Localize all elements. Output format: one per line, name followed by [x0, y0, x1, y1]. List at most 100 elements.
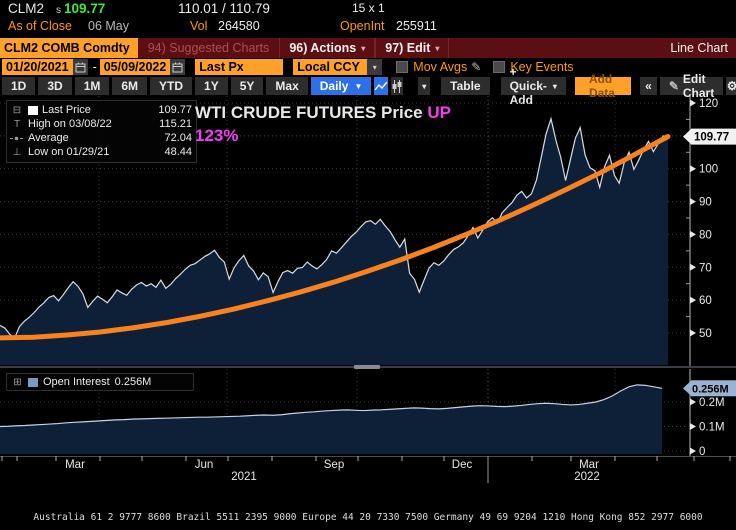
svg-text:50: 50 [699, 328, 712, 340]
menubar: CLM2 COMB Comdty 94) Suggested Charts 96… [0, 38, 736, 58]
collapse-toolbar-button[interactable]: « [640, 77, 657, 95]
as-of-label: As of Close [8, 19, 72, 33]
svg-text:0.256M: 0.256M [692, 383, 729, 395]
date-from-input[interactable]: 01/20/2021 [2, 59, 73, 75]
legend-row: T High on 03/08/22 115.21 [10, 117, 192, 131]
high-marker-icon: T [13, 118, 21, 130]
chevron-down-icon: ▼ [354, 81, 363, 91]
open-interest-area [0, 384, 662, 454]
x-tick-label: Sep [323, 459, 345, 471]
last-price-badge [683, 129, 691, 145]
range-1m-button[interactable]: 1M [74, 77, 110, 95]
annotation-text: WTI CRUDE FUTURES Price [195, 103, 423, 122]
vol-label: Vol [190, 19, 208, 33]
mov-avgs-checkbox[interactable] [396, 61, 409, 73]
mov-avgs-label: Mov Avgs [413, 60, 468, 74]
date-to-input[interactable]: 05/09/2022 [99, 59, 171, 75]
suggested-charts-menu[interactable]: 94) Suggested Charts [147, 41, 270, 55]
price-prefix: s [56, 5, 61, 16]
chevron-down-icon: ▾ [361, 43, 366, 53]
svg-text:70: 70 [699, 262, 712, 274]
line-chart-type-button[interactable] [374, 77, 389, 95]
svg-text:100: 100 [699, 164, 718, 176]
price-legend[interactable]: ⊟ Last Price 109.77 T High on 03/08/22 1… [6, 100, 197, 163]
time-axis: Mar Jun Sep Dec Mar 2021 2022 [0, 456, 736, 486]
open-interest-swatch [28, 377, 38, 387]
expand-box-icon[interactable]: ⊞ [13, 376, 22, 388]
year-label: 2021 [231, 471, 257, 483]
x-tick-label: Dec [451, 459, 473, 471]
openint-label: OpenInt [340, 19, 385, 33]
price-line [0, 116, 669, 340]
price-chart-panel: 120 100 90 80 70 60 50 109.77 ⊟ Last Price 109.… [0, 96, 736, 368]
ticker: CLM2 [8, 1, 45, 16]
lot-size: 15 x 1 [352, 1, 385, 15]
bid-ask: 110.01 / 110.79 [178, 1, 270, 16]
price-chart[interactable]: 120 100 90 80 70 60 50 109.77 [0, 96, 736, 368]
range-ytd-button[interactable]: YTD [150, 77, 193, 95]
pencil-icon: ✎ [668, 79, 679, 93]
frequency-select[interactable]: Daily ▼ [310, 77, 372, 95]
open-interest-legend[interactable]: ⊞ Open Interest 0.256M [6, 373, 194, 391]
legend-row: ⊥ Low on 01/29/21 48.44 [10, 145, 192, 159]
svg-text:0.2M: 0.2M [699, 397, 725, 409]
x-tick-label: Mar [579, 459, 599, 471]
x-tick-label: Mar [65, 459, 85, 471]
svg-text:120: 120 [699, 98, 718, 110]
range-5y-button[interactable]: 5Y [230, 77, 264, 95]
svg-text:90: 90 [699, 197, 712, 209]
pencil-icon[interactable]: ✎ [471, 60, 482, 74]
chart-annotation: WTI CRUDE FUTURES Price UP 123% [195, 101, 451, 147]
range-3d-button[interactable]: 3D [38, 77, 72, 95]
trend-line [0, 134, 671, 341]
table-button[interactable]: Table [441, 77, 490, 95]
calendar-icon[interactable] [170, 59, 186, 75]
range-1d-button[interactable]: 1D [2, 77, 36, 95]
open-interest-chart[interactable]: 0.2M 0.1M 0 0.256M [0, 369, 736, 457]
price-area [0, 118, 668, 365]
svg-text:0.1M: 0.1M [699, 422, 725, 434]
svg-text:60: 60 [699, 295, 712, 307]
annotation-accent: UP [427, 103, 451, 122]
range-separator: - [92, 60, 97, 74]
more-chart-types-dropdown[interactable]: ▾ [418, 77, 431, 95]
legend-row: Average 72.04 [10, 131, 192, 145]
candle-chart-type-button[interactable] [391, 77, 404, 95]
controls-row: 01/20/2021 - 05/09/2022 Last Px Local CC… [0, 58, 736, 76]
quick-add-button[interactable]: + Quick-Add ▾ [500, 65, 566, 107]
panel-resize-handle[interactable] [354, 365, 380, 369]
last-price: 109.77 [64, 1, 106, 16]
chart-type-label: Line Chart [670, 41, 728, 55]
open-interest-panel: 0.2M 0.1M 0 0.256M ⊞ Open Interest 0.256M [0, 369, 736, 457]
add-data-input[interactable]: Add Data [574, 72, 632, 100]
svg-text:80: 80 [699, 229, 712, 241]
as-of-date: 06 May [88, 19, 129, 33]
range-6m-button[interactable]: 6M [112, 77, 148, 95]
chevron-down-icon: ▾ [435, 43, 440, 53]
chart-toolbar: 1D 3D 1M 6M YTD 1Y 5Y Max Daily ▼ ▾ Tabl… [0, 65, 736, 107]
openint-value: 255911 [396, 19, 437, 33]
collapse-box-icon[interactable]: ⊟ [12, 104, 22, 116]
svg-text:109.77: 109.77 [694, 132, 729, 144]
currency-select[interactable]: Local CCY [293, 59, 368, 75]
price-field-select[interactable]: Last Px [195, 59, 284, 75]
last-price-swatch [28, 105, 38, 115]
legend-row: ⊟ Last Price 109.77 [10, 103, 192, 117]
edit-menu[interactable]: 97) Edit ▾ [375, 38, 450, 58]
calendar-icon[interactable] [72, 59, 88, 75]
edit-chart-button[interactable]: ✎ Edit Chart [659, 72, 724, 100]
gear-icon: ⚙ [726, 79, 736, 93]
settings-button[interactable]: ⚙ [726, 77, 736, 95]
range-max-button[interactable]: Max [266, 77, 308, 95]
footer-contacts-line1: Australia 61 2 9777 8600 Brazil 5511 239… [33, 512, 703, 523]
annotation-percent: 123% [195, 126, 239, 145]
actions-menu[interactable]: 96) Actions ▾ [279, 38, 376, 58]
average-line-icon [10, 135, 24, 142]
footer: Australia 61 2 9777 8600 Brazil 5511 239… [0, 488, 736, 530]
chevron-down-icon[interactable]: ▾ [367, 59, 383, 75]
range-1y-button[interactable]: 1Y [195, 77, 228, 95]
low-marker-icon: ⊥ [12, 146, 22, 158]
key-events-checkbox[interactable] [493, 61, 506, 73]
security-tab[interactable]: CLM2 COMB Comdty [0, 38, 138, 58]
